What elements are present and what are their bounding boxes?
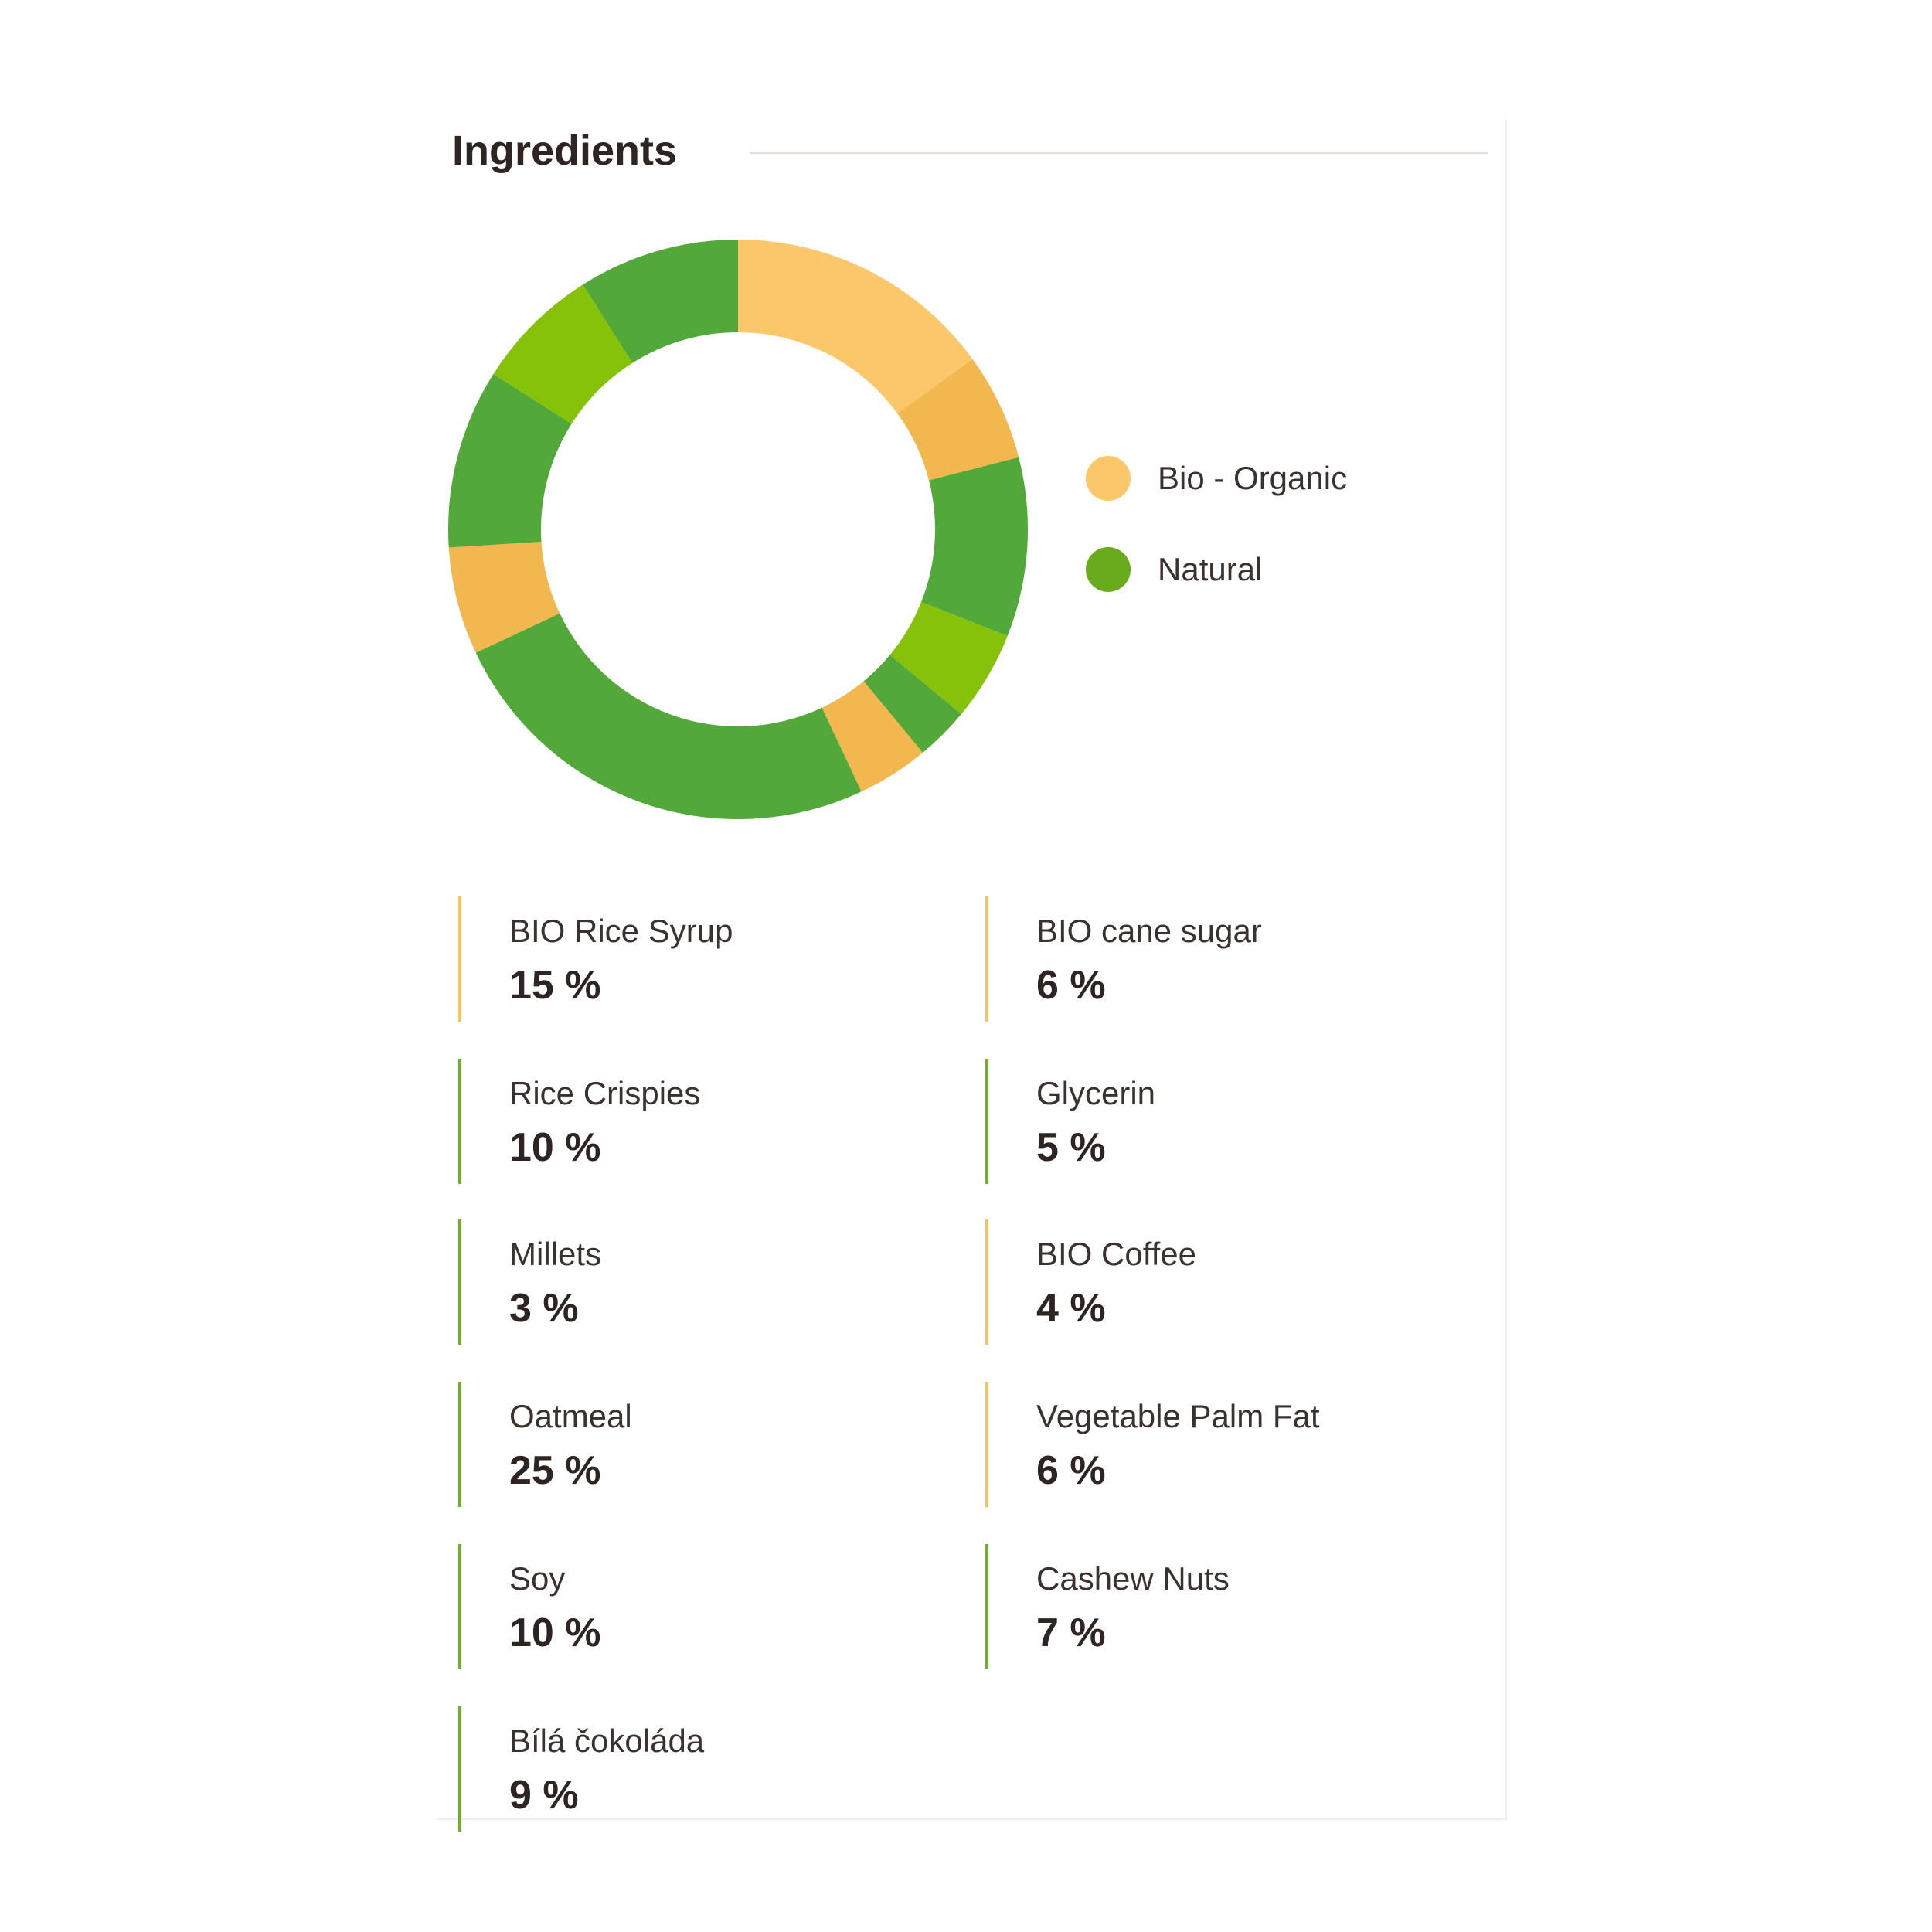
- ingredient-percent: 4 %: [1036, 1286, 1106, 1331]
- ingredient-name: Bílá čokoláda: [509, 1723, 705, 1759]
- ingredient-item: BIO Coffee 4 %: [985, 1219, 1449, 1345]
- ingredient-name: Soy: [509, 1560, 566, 1597]
- ingredient-percent: 3 %: [509, 1286, 579, 1331]
- donut-slice: [863, 655, 961, 753]
- ingredient-percent: 10 %: [509, 1611, 601, 1655]
- ingredient-percent: 15 %: [509, 963, 601, 1008]
- donut-slice: [475, 613, 862, 819]
- donut-slice: [738, 240, 973, 414]
- ingredient-name: Millets: [509, 1236, 602, 1272]
- ingredient-name: Rice Crispies: [509, 1075, 701, 1111]
- ingredient-item: Rice Crispies 10 %: [458, 1059, 922, 1184]
- ingredient-name: BIO Rice Syrup: [509, 913, 733, 949]
- ingredient-name: Glycerin: [1036, 1075, 1156, 1111]
- ingredient-item: Millets 3 %: [458, 1219, 922, 1345]
- legend-label-natural: Natural: [1158, 551, 1263, 587]
- ingredient-item: Oatmeal 25 %: [458, 1382, 922, 1507]
- ingredient-item: Glycerin 5 %: [985, 1059, 1449, 1184]
- chart-legend: Bio - Organic Natural: [1086, 433, 1347, 615]
- ingredient-name: Cashew Nuts: [1036, 1560, 1230, 1597]
- legend-item-natural: Natural: [1086, 524, 1347, 615]
- donut-slice: [897, 359, 1019, 481]
- ingredient-name: BIO cane sugar: [1036, 913, 1262, 949]
- ingredient-item: Vegetable Palm Fat 6 %: [985, 1382, 1449, 1507]
- donut-slice: [921, 457, 1028, 637]
- donut-slice: [493, 284, 633, 424]
- ingredient-item: Bílá čokoláda 9 %: [458, 1706, 922, 1832]
- legend-label-organic: Bio - Organic: [1158, 460, 1348, 496]
- donut-slice: [889, 601, 1008, 715]
- ingredient-item: Soy 10 %: [458, 1544, 922, 1669]
- title-divider: [750, 152, 1488, 154]
- ingredient-name: BIO Coffee: [1036, 1236, 1197, 1272]
- section-title: Ingredients: [452, 128, 678, 174]
- ingredient-percent: 9 %: [509, 1773, 579, 1818]
- ingredient-name: Oatmeal: [509, 1398, 632, 1434]
- legend-swatch-natural: [1086, 547, 1131, 592]
- donut-slice: [448, 374, 572, 548]
- ingredient-percent: 10 %: [509, 1125, 601, 1170]
- ingredient-item: BIO cane sugar 6 %: [985, 896, 1449, 1022]
- donut-slice: [448, 542, 560, 653]
- ingredient-percent: 5 %: [1036, 1125, 1106, 1170]
- donut-slice: [821, 681, 923, 792]
- ingredient-item: Cashew Nuts 7 %: [985, 1544, 1449, 1669]
- ingredient-percent: 7 %: [1036, 1611, 1106, 1655]
- ingredient-percent: 6 %: [1036, 1448, 1106, 1493]
- ingredient-name: Vegetable Palm Fat: [1036, 1398, 1320, 1434]
- ingredients-card: [437, 120, 1507, 1820]
- legend-item-organic: Bio - Organic: [1086, 433, 1347, 524]
- legend-swatch-organic: [1086, 456, 1131, 501]
- ingredient-percent: 25 %: [509, 1448, 601, 1493]
- ingredient-percent: 6 %: [1036, 963, 1106, 1008]
- donut-slice: [583, 240, 738, 363]
- ingredient-item: BIO Rice Syrup 15 %: [458, 896, 922, 1022]
- ingredients-donut-chart: [448, 240, 1028, 819]
